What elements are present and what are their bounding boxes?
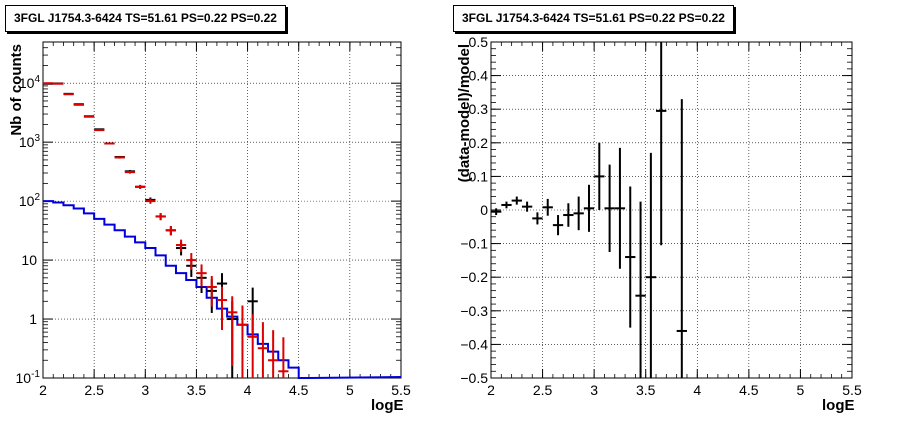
counts-series-1-point: [53, 82, 64, 85]
residuals-y-tick-label: −0.1: [460, 236, 488, 252]
counts-x-tick-label: 4.5: [289, 382, 309, 398]
residuals-series-0-point: [656, 42, 667, 246]
residuals-series-0-point: [542, 198, 553, 216]
left-chart-title: 3FGL J1754.3-6424 TS=51.61 PS=0.22 PS=0.…: [5, 5, 286, 32]
residuals-series-0-point: [511, 196, 522, 205]
counts-series-1-point: [165, 226, 176, 236]
counts-series-1-point: [155, 213, 166, 221]
residuals-x-tick-label: 5: [797, 382, 805, 398]
counts-y-tick-label: 103: [19, 133, 41, 150]
residuals-series-0-point: [625, 186, 636, 328]
residuals-series-0-point: [573, 196, 584, 231]
residuals-series-0-point: [676, 99, 687, 378]
residuals-x-tick-label: 3.5: [636, 382, 656, 398]
residuals-x-tick-label: 5.5: [842, 382, 862, 398]
counts-y-tick-label: 10: [21, 252, 37, 268]
right-chart-title: 3FGL J1754.3-6424 TS=51.61 PS=0.22 PS=0.…: [453, 5, 734, 32]
residuals-series-0-point: [491, 208, 502, 216]
residuals-series-0-point: [594, 142, 605, 210]
residuals-x-tick-label: 3: [590, 382, 598, 398]
residuals-y-tick-label: 0: [480, 202, 488, 218]
counts-series-1-point: [227, 296, 238, 366]
residuals-x-tick-label: 2.5: [533, 382, 553, 398]
residuals-y-tick-label: −0.4: [460, 336, 488, 352]
counts-x-tick-label: 5: [346, 382, 354, 398]
counts-series-1-point: [278, 337, 289, 378]
residuals-x-axis-label: logE: [822, 397, 855, 414]
residuals-y-tick-label: 0.2: [469, 135, 489, 151]
counts-x-tick-label: 3: [141, 382, 149, 398]
residuals-y-axis-label: (data-model)/model: [456, 44, 473, 182]
residuals-x-tick-label: 4: [693, 382, 701, 398]
counts-plot-frame: [42, 41, 402, 379]
residuals-series-0-point: [604, 164, 615, 252]
counts-series-1-point: [175, 239, 187, 252]
counts-series-1-point: [43, 82, 54, 85]
counts-series-1-point: [196, 264, 207, 287]
residuals-y-tick-label: 0.5: [469, 34, 489, 50]
residuals-series-0-point: [583, 184, 595, 232]
counts-series-1-point: [114, 156, 125, 159]
counts-series-1-point: [135, 184, 146, 189]
counts-x-tick-label: 3.5: [187, 382, 207, 398]
counts-x-axis-label: logE: [371, 397, 404, 414]
residuals-series-0-point: [635, 201, 646, 378]
counts-x-tick-label: 2: [39, 382, 47, 398]
counts-series-1-point: [186, 253, 197, 270]
counts-series-1-point: [145, 198, 156, 204]
residuals-series-0-point: [645, 152, 657, 378]
residuals-y-tick-label: −0.5: [460, 370, 488, 386]
counts-y-tick-label: 102: [19, 192, 41, 209]
residuals-series-0-point: [563, 203, 574, 227]
residuals-x-tick-label: 2: [487, 382, 495, 398]
residuals-plot-frame: [490, 41, 853, 379]
counts-series-1-point: [104, 142, 115, 145]
counts-series-1-point: [237, 305, 248, 378]
residuals-series-0-point: [501, 201, 512, 209]
residuals-y-tick-label: −0.3: [460, 303, 488, 319]
counts-y-tick-label: 1: [29, 311, 37, 327]
residuals-series-0-point: [614, 147, 626, 269]
residuals-series-0-point: [521, 201, 533, 212]
counts-x-tick-label: 4: [244, 382, 252, 398]
counts-series-1-point: [247, 314, 258, 378]
counts-y-tick-label: 104: [19, 74, 41, 91]
residuals-y-tick-label: 0.3: [469, 101, 489, 117]
residuals-y-tick-label: 0.4: [469, 68, 489, 84]
counts-series-1-point: [124, 170, 136, 174]
counts-model-histogram: [43, 200, 402, 379]
residuals-x-tick-label: 4.5: [739, 382, 759, 398]
residuals-series-0-point: [552, 215, 564, 236]
residuals-series-0-point: [532, 212, 543, 225]
counts-series-1-point: [268, 330, 279, 378]
counts-series-1-point: [216, 286, 228, 331]
counts-x-tick-label: 2.5: [84, 382, 104, 398]
counts-series-1-point: [83, 115, 95, 118]
counts-series-1-point: [73, 103, 84, 106]
counts-y-axis-label: Nb of counts: [8, 44, 25, 136]
counts-series-1-point: [94, 129, 105, 132]
residuals-y-tick-label: 0.1: [469, 168, 489, 184]
counts-y-tick-label: 10-1: [16, 369, 41, 386]
counts-series-1-point: [63, 93, 74, 96]
counts-series-1-point: [257, 322, 269, 378]
residuals-y-tick-label: −0.2: [460, 269, 488, 285]
counts-x-tick-label: 5.5: [391, 382, 411, 398]
counts-series-1-point: [206, 276, 217, 307]
